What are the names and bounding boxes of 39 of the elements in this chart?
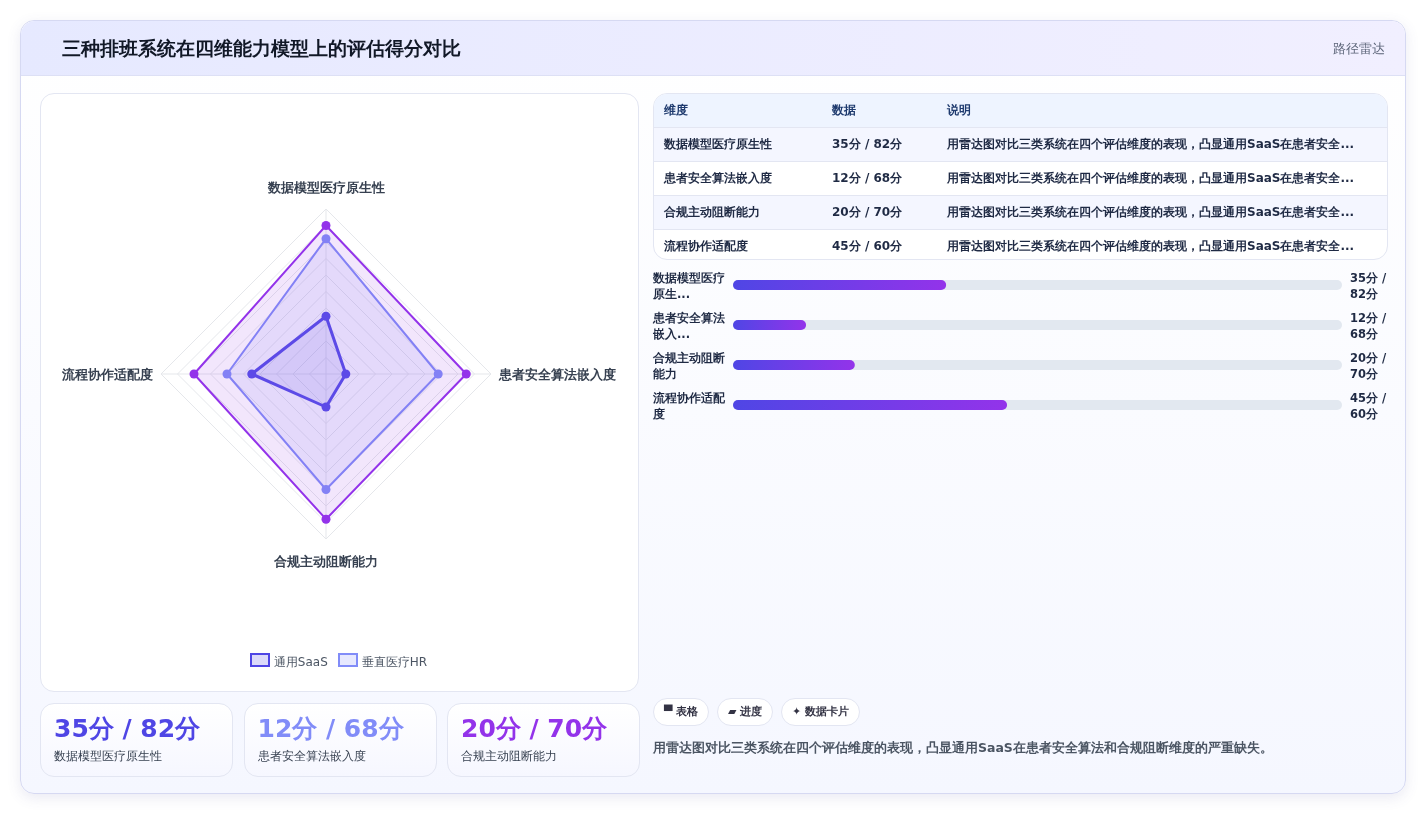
legend-label: 垂直医疗HR [361, 655, 428, 669]
spoke-label: 数据模型医疗原生性 [266, 180, 385, 195]
data-label: 12分 / 68分 [1350, 310, 1388, 342]
legend-label: 通用SaaS [273, 655, 328, 669]
text: 合规主动阻断能力 [461, 749, 557, 764]
text: 用雷达图对比三类系统在四个评估维度的表现，凸显通用SaaS在患者安全... [937, 161, 1387, 196]
text: 维度 [654, 94, 822, 128]
text: 用雷达图对比三类系统在四个评估维度的表现，凸显通用SaaS在患者安全... [937, 127, 1387, 162]
text: ✦ 数据卡片 [781, 698, 861, 726]
text: 12分 / 68分 [822, 161, 937, 196]
y-tick-label: 患者安全算法嵌入... [653, 310, 726, 342]
text: 35分 / 82分 [822, 127, 937, 162]
y-tick-label: 数据模型医疗原生... [653, 270, 726, 302]
text: ▀ 表格 [653, 698, 710, 726]
y-tick-label: 合规主动阻断能力 [653, 350, 726, 382]
spoke-label: 流程协作适配度 [61, 367, 153, 382]
text: 用雷达图对比三类系统在四个评估维度的表现，凸显通用SaaS在患者安全... [946, 238, 1356, 255]
text: 12分 / 68分 [257, 713, 404, 745]
data-label: 35分 / 82分 [1350, 270, 1388, 302]
text: 用雷达图对比三类系统在四个评估维度的表现，凸显通用SaaS在患者安全算法和合规阻断维度的严重缺失。 [653, 739, 1274, 757]
data-label: 20分 / 70分 [1350, 350, 1388, 382]
text: ▰ 进度 [717, 698, 774, 726]
text: 数据 [822, 94, 937, 128]
data-label: 45分 / 60分 [1350, 390, 1388, 422]
text: 三种排班系统在四维能力模型上的评估得分对比 [62, 36, 461, 61]
text: 患者安全算法嵌入度 [654, 161, 822, 196]
text: 路径雷达 [1333, 40, 1385, 58]
text: 说明 [937, 94, 1387, 128]
text: 数据模型医疗原生性 [54, 749, 162, 764]
text: 35分 / 82分 [54, 713, 201, 745]
text: 数据模型医疗原生性 [654, 127, 822, 162]
spoke-label: 患者安全算法嵌入度 [498, 367, 616, 382]
text: 用雷达图对比三类系统在四个评估维度的表现，凸显通用SaaS在患者安全... [937, 195, 1387, 230]
text: 45分 / 60分 [831, 238, 904, 255]
text: 患者安全算法嵌入度 [257, 749, 366, 764]
text: 20分 / 70分 [461, 713, 608, 745]
y-tick-label: 流程协作适配度 [653, 390, 726, 422]
text: 20分 / 70分 [822, 195, 937, 230]
spoke-label: 合规主动阻断能力 [273, 554, 378, 569]
